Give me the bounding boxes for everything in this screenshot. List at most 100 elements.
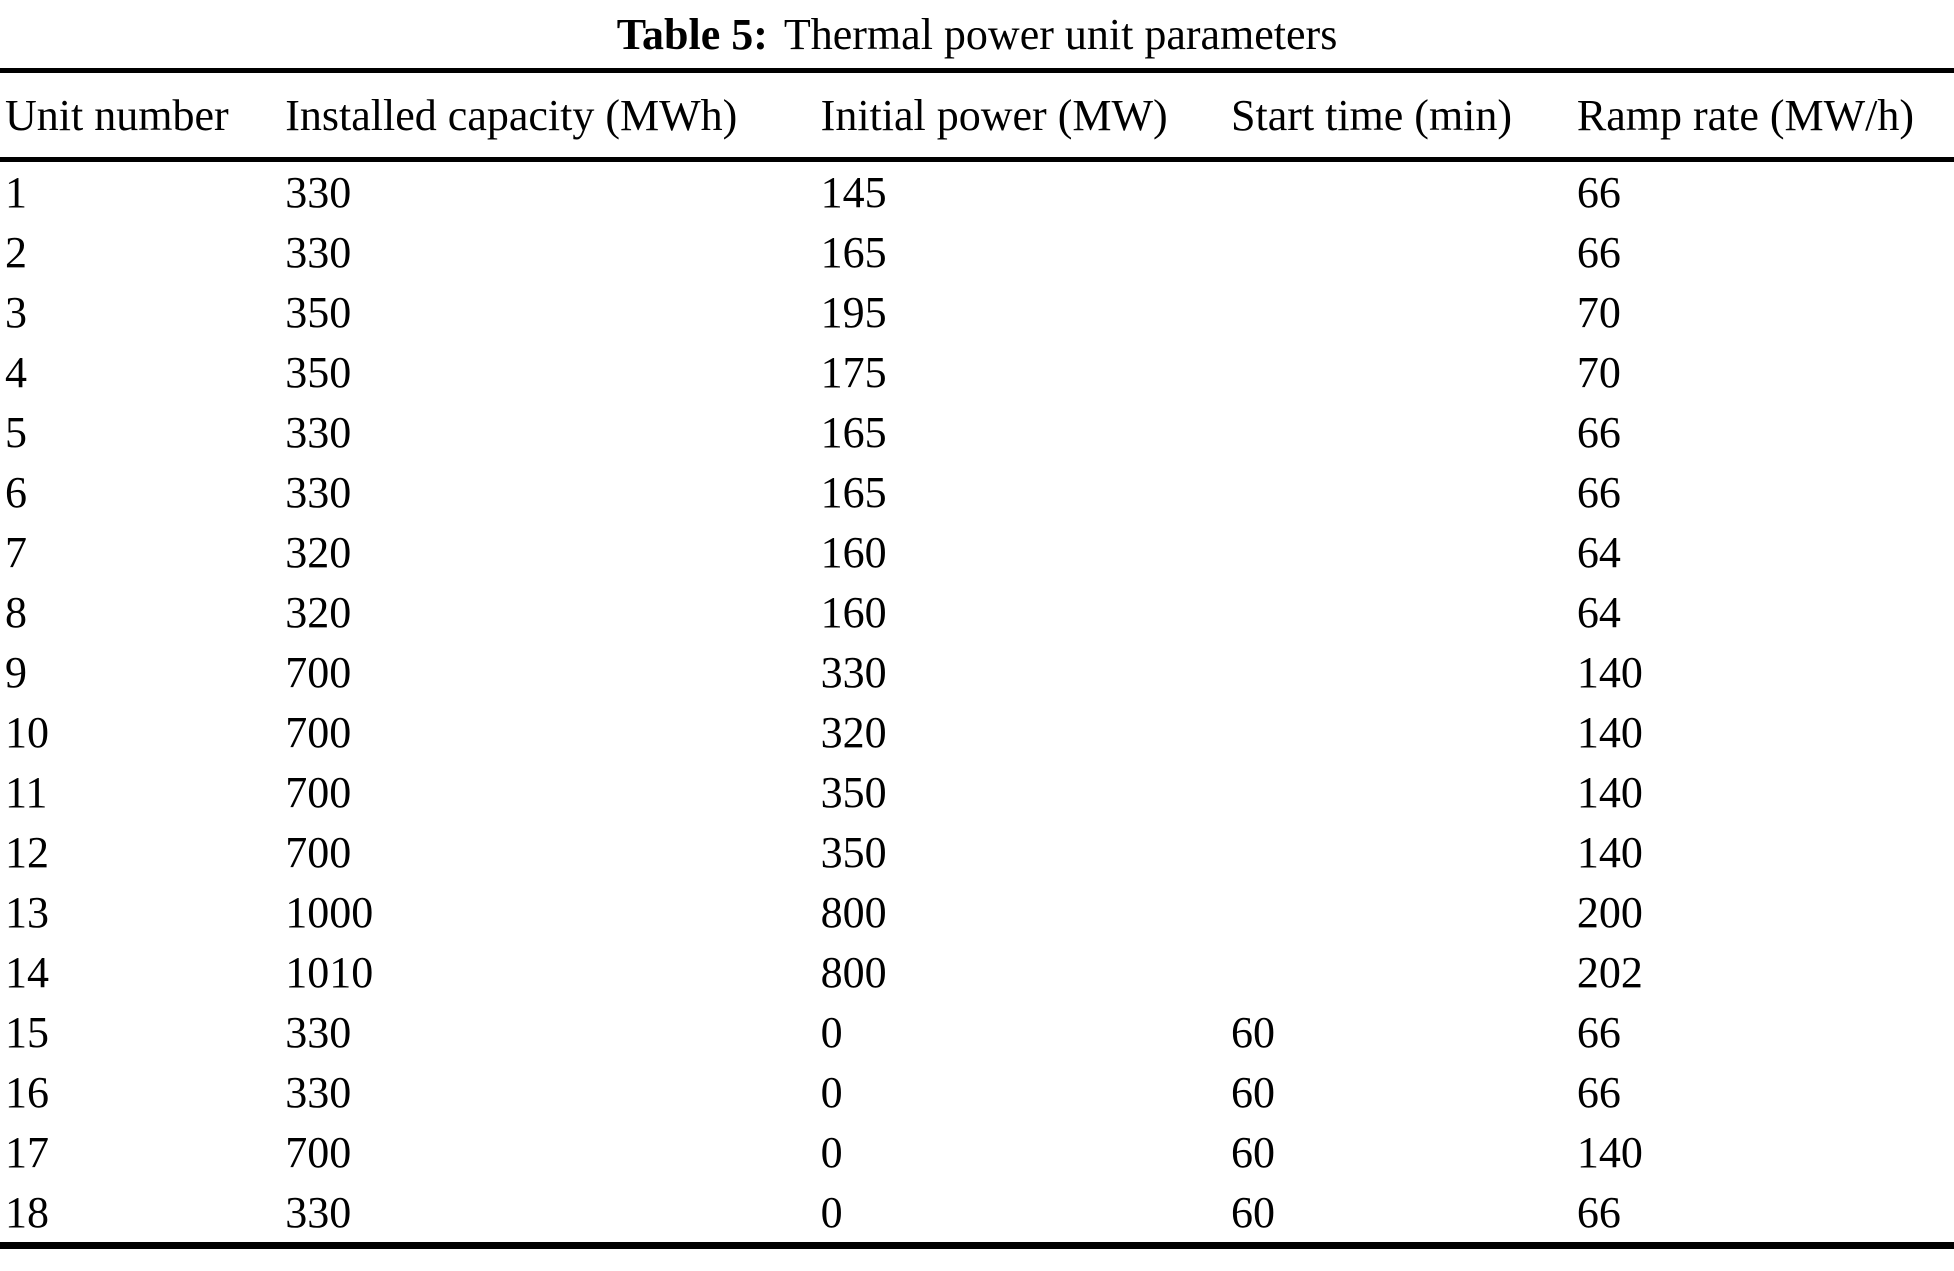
table-row: 14 1010 800 202 [0,942,1954,1002]
table-caption-label: Table 5: [616,10,768,59]
table-cell: 195 [820,287,887,337]
table-cell: 70 [1576,287,1621,337]
table-cell: 700 [285,647,352,697]
table-cell: 320 [285,527,352,577]
table-cell: 64 [1576,527,1621,577]
table-cell: 175 [820,347,887,397]
table-cell [1231,282,1577,342]
column-header: Unit number [0,70,286,162]
table-cell: 14 [5,947,49,997]
table-cell: 4 [5,347,27,397]
table-cell: 140 [1576,1127,1643,1177]
table-cell: 11 [5,767,48,817]
table-cell: 60 [1231,1007,1275,1057]
table-row: 7 320 160 64 [0,522,1954,582]
table-cell: 0 [820,1067,843,1117]
table-cell: 140 [1576,707,1643,757]
table-cell: 202 [1576,947,1643,997]
table-cell: 350 [285,287,352,337]
table-cell: 140 [1576,647,1643,697]
table-cell: 0 [820,1127,843,1177]
table-header: Unit number Installed capacity (MWh) Initi… [0,70,1954,162]
table-cell: 330 [285,1187,352,1237]
table-cell [1231,522,1577,582]
table-cell: 330 [285,1067,352,1117]
table-cell: 700 [285,767,352,817]
table-body: 1 330 145 66 2 330 165 66 3 350 195 70 4 350 175 70 5 330… [0,160,1954,1246]
table-cell [1231,762,1577,822]
table-cell: 320 [285,587,352,637]
table-cell: 2 [5,227,27,277]
table-cell: 145 [820,167,887,217]
table-cell [1231,702,1577,762]
table-cell: 330 [285,1007,352,1057]
table-caption: Table 5: Thermal power unit parameters [0,0,1954,68]
table-cell: 60 [1231,1127,1275,1177]
table-row: 4 350 175 70 [0,342,1954,402]
parameters-table: Unit number Installed capacity (MWh) Initi… [0,68,1954,1249]
table-cell [1231,822,1577,882]
table-cell: 15 [5,1007,49,1057]
table-cell: 350 [820,827,887,877]
column-header: Initial power (MW) [820,70,1231,162]
table-row: 10 700 320 140 [0,702,1954,762]
table-row: 1 330 145 66 [0,160,1954,223]
table-cell: 200 [1576,887,1643,937]
table-cell: 330 [285,227,352,277]
table-cell: 330 [285,407,352,457]
table-cell: 140 [1576,767,1643,817]
table-cell: 64 [1576,587,1621,637]
table-cell: 350 [820,767,887,817]
table-cell [1231,222,1577,282]
table-cell [1231,462,1577,522]
table-cell: 165 [820,467,887,517]
table-cell: 165 [820,407,887,457]
table-cell: 1010 [285,947,374,997]
table-cell: 66 [1576,467,1621,517]
table-row: 11 700 350 140 [0,762,1954,822]
table-caption-text: Thermal power unit parameters [783,10,1338,59]
table-row: 5 330 165 66 [0,402,1954,462]
table-cell: 7 [5,527,27,577]
table-cell: 10 [5,707,49,757]
table-cell [1231,160,1577,223]
table-cell: 5 [5,407,27,457]
table-cell: 70 [1576,347,1621,397]
table-cell: 700 [285,707,352,757]
table-cell: 12 [5,827,49,877]
table-cell: 1000 [285,887,374,937]
table-cell: 13 [5,887,49,937]
table-cell: 700 [285,827,352,877]
table-row: 18 330 0 60 66 [0,1182,1954,1246]
table-row: 15 330 0 60 66 [0,1002,1954,1062]
table-cell: 18 [5,1187,49,1237]
table-cell [1231,942,1577,1002]
table-cell: 17 [5,1127,49,1177]
table-row: 17 700 0 60 140 [0,1122,1954,1182]
table-cell: 8 [5,587,27,637]
table-row: 2 330 165 66 [0,222,1954,282]
table-cell: 66 [1576,407,1621,457]
table-cell [1231,642,1577,702]
table-cell: 330 [820,647,887,697]
table-cell: 1 [5,167,27,217]
table-cell: 320 [820,707,887,757]
header-row: Unit number Installed capacity (MWh) Initi… [0,70,1954,162]
table-row: 6 330 165 66 [0,462,1954,522]
table-cell: 66 [1576,1067,1621,1117]
table-cell: 66 [1576,167,1621,217]
table-row: 8 320 160 64 [0,582,1954,642]
table-cell: 66 [1576,1007,1621,1057]
table-cell: 0 [820,1007,843,1057]
table-row: 9 700 330 140 [0,642,1954,702]
table-cell: 60 [1231,1067,1275,1117]
table-cell: 800 [820,947,887,997]
table-cell: 165 [820,227,887,277]
table-cell: 160 [820,587,887,637]
table-cell [1231,342,1577,402]
table-cell: 6 [5,467,27,517]
table-cell: 3 [5,287,27,337]
table-cell [1231,582,1577,642]
table-row: 13 1000 800 200 [0,882,1954,942]
table-cell: 160 [820,527,887,577]
